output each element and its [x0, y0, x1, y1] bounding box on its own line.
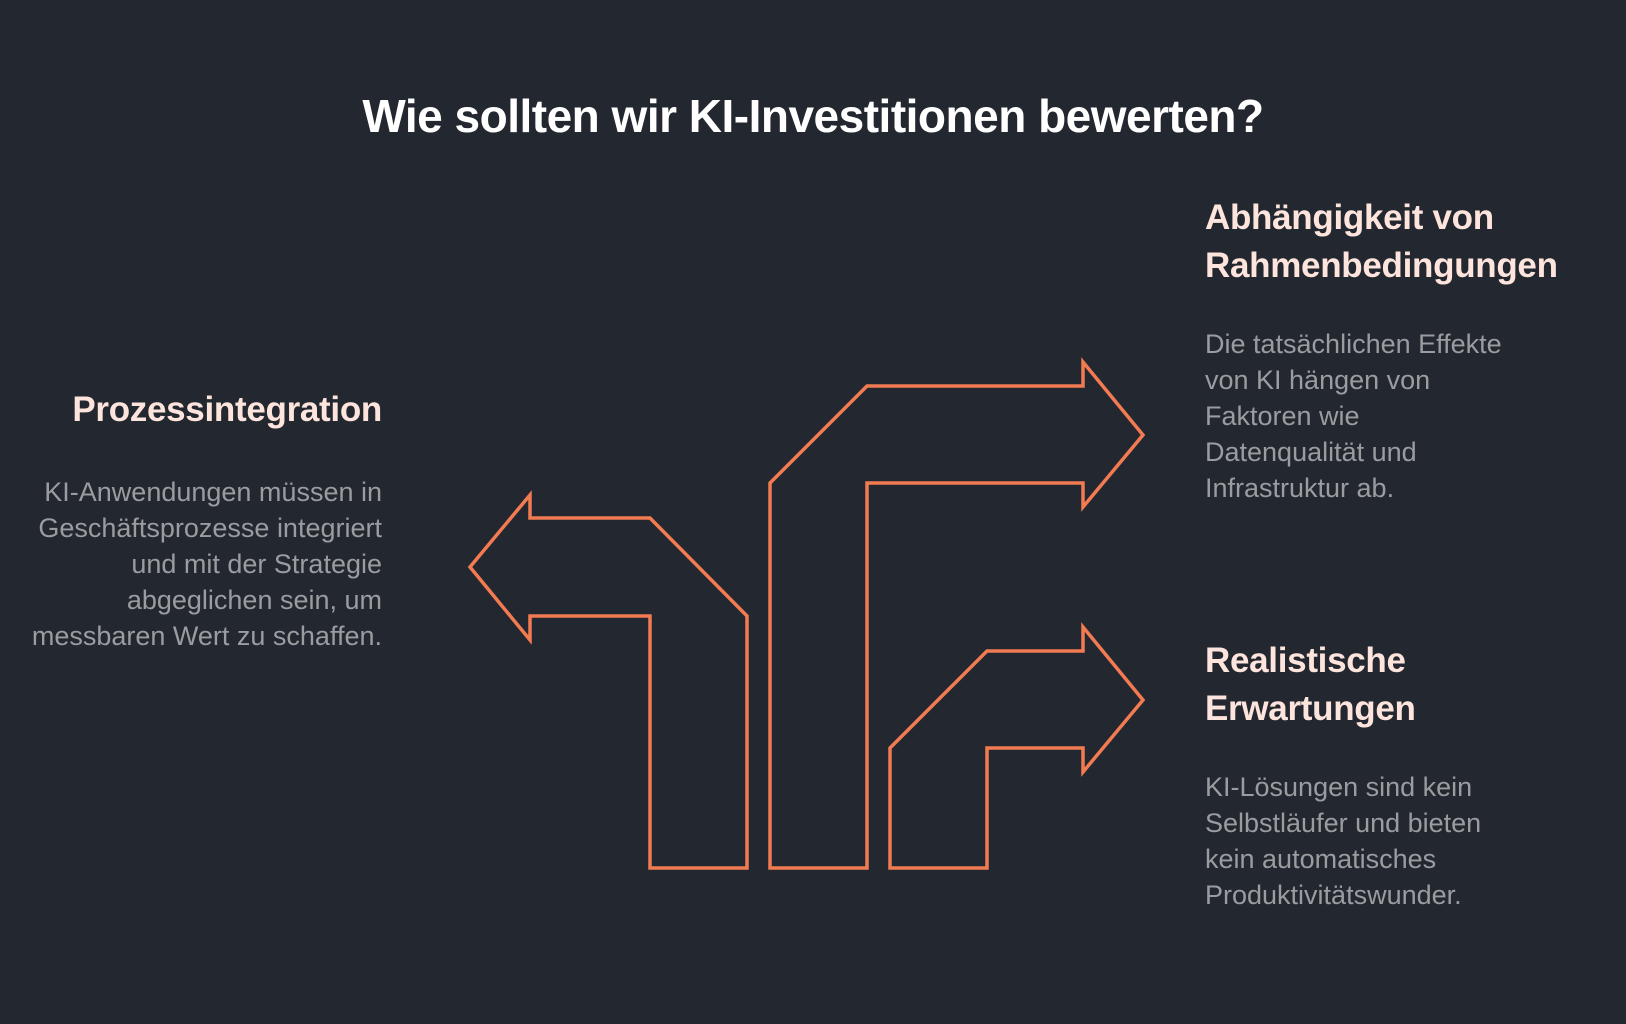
- page-title: Wie sollten wir KI-Investitionen bewerte…: [362, 90, 1264, 142]
- block-heading: Abhängigkeit von Rahmenbedingungen: [1205, 198, 1558, 285]
- block-heading: Realistische Erwartungen: [1205, 641, 1416, 728]
- block-erwartungen: Realistische Erwartungen KI-Lösungen sin…: [1205, 637, 1605, 913]
- arrow-left-prozessintegration: [467, 490, 749, 870]
- block-rahmenbedingungen: Abhängigkeit von Rahmenbedingungen Die t…: [1205, 194, 1615, 506]
- block-prozessintegration: Prozessintegration KI-Anwendungen müssen…: [30, 386, 382, 654]
- block-text: KI-Lösungen sind kein Selbstläufer und b…: [1205, 772, 1482, 910]
- block-text: KI-Anwendungen müssen in Geschäftsprozes…: [31, 477, 382, 651]
- block-text: Die tatsächlichen Effekte von KI hängen …: [1205, 329, 1502, 503]
- block-heading: Prozessintegration: [72, 390, 382, 429]
- arrow-right-erwartungen: [888, 622, 1146, 870]
- arrow-right-rahmenbedingungen: [768, 357, 1146, 870]
